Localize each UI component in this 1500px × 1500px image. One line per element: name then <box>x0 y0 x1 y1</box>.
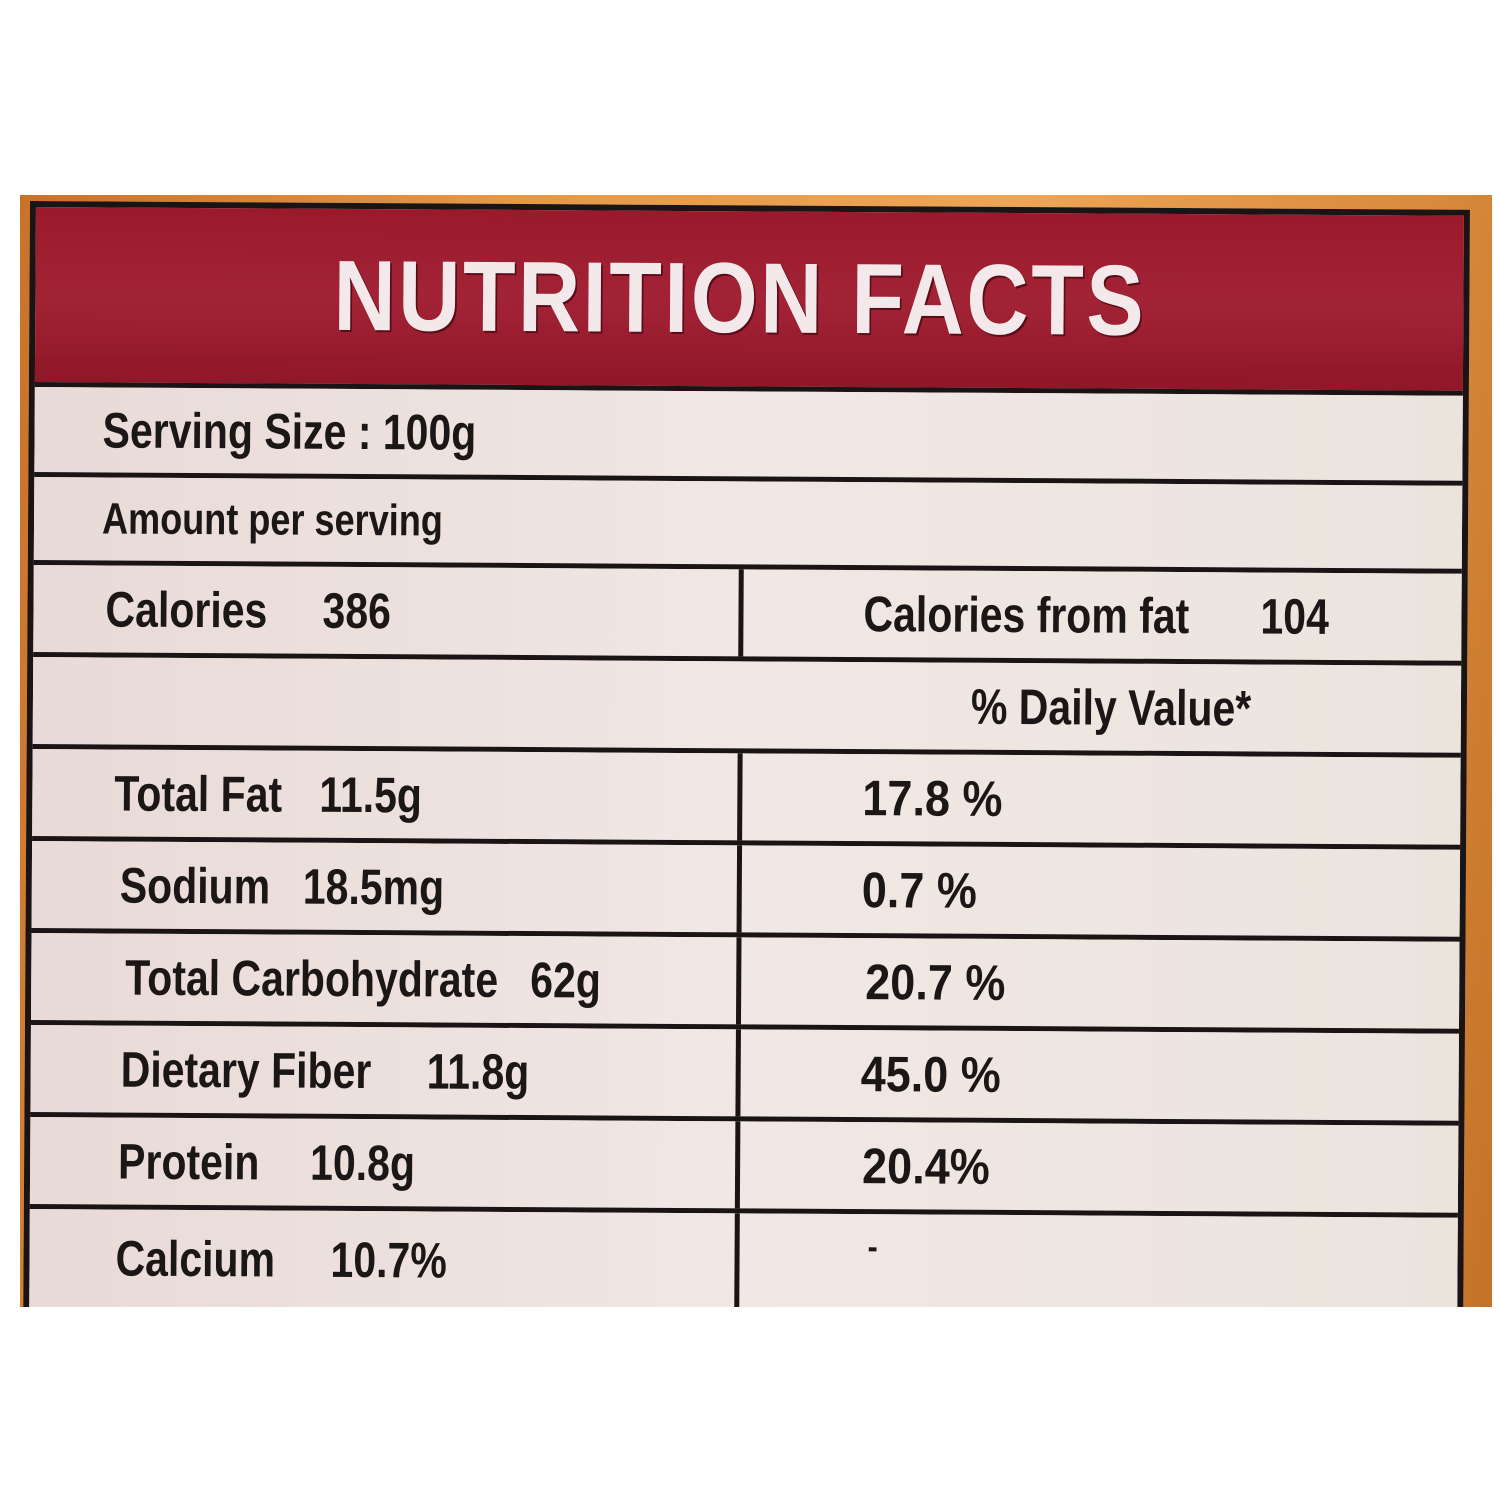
nutrient-name: Total Carbohydrate <box>125 949 499 1008</box>
nutrient-row-total-carbohydrate: Total Carbohydrate 62g 20.7 % <box>30 933 1460 1034</box>
calories-from-fat-label: Calories from fat <box>863 585 1190 644</box>
nutrition-facts-title: NUTRITION FACTS <box>332 239 1147 357</box>
column-divider <box>737 753 743 841</box>
column-divider <box>734 1213 740 1307</box>
nutrient-name: Total Fat <box>114 765 283 823</box>
column-divider <box>738 569 744 657</box>
nutrient-name: Dietary Fiber <box>120 1041 372 1099</box>
nutrient-amount: 62g <box>529 951 601 1008</box>
amount-per-serving-row: Amount per serving <box>33 477 1463 574</box>
nutrient-row-protein: Protein 10.8g 20.4% <box>29 1117 1459 1218</box>
nutrient-name: Calcium <box>115 1230 276 1288</box>
nutrition-label: NUTRITION FACTS Serving Size : 100g Amou… <box>23 201 1470 1307</box>
nutrient-daily-value: 0.7 % <box>861 861 978 919</box>
nutrient-amount: 18.5mg <box>302 858 445 916</box>
label-header: NUTRITION FACTS <box>34 207 1464 396</box>
calories-value: 386 <box>322 582 392 639</box>
daily-value-header-row: % Daily Value* <box>32 657 1462 758</box>
nutrient-amount: 11.8g <box>426 1042 530 1100</box>
nutrient-daily-value: 45.0 % <box>860 1045 1001 1103</box>
nutrient-daily-value: 17.8 % <box>862 769 1003 827</box>
calories-label: Calories <box>105 580 268 638</box>
nutrient-daily-value: - <box>867 1228 878 1267</box>
nutrient-amount: 10.7% <box>329 1231 447 1289</box>
nutrient-amount: 11.5g <box>318 766 422 823</box>
calories-from-fat-value: 104 <box>1260 588 1330 645</box>
package-photo: NUTRITION FACTS Serving Size : 100g Amou… <box>20 195 1492 1307</box>
column-divider <box>734 1121 741 1209</box>
nutrient-daily-value: 20.4% <box>861 1137 990 1195</box>
nutrient-row-sodium: Sodium 18.5mg 0.7 % <box>31 841 1461 942</box>
nutrient-name: Sodium <box>119 857 271 914</box>
nutrient-amount: 10.8g <box>310 1134 416 1191</box>
calories-row: Calories 386 Calories from fat 104 <box>33 565 1462 666</box>
column-divider <box>735 937 742 1025</box>
column-divider <box>736 845 743 933</box>
daily-value-header: % Daily Value* <box>970 678 1252 736</box>
column-divider <box>735 1029 741 1117</box>
nutrient-row-dietary-fiber: Dietary Fiber 11.8g 45.0 % <box>30 1025 1459 1126</box>
nutrient-row-calcium: Calcium 10.7% - <box>29 1209 1458 1307</box>
nutrient-row-total-fat: Total Fat 11.5g 17.8 % <box>32 749 1461 850</box>
serving-size-row: Serving Size : 100g <box>34 387 1463 486</box>
serving-size-text: Serving Size : 100g <box>102 401 477 461</box>
nutrient-daily-value: 20.7 % <box>865 953 1006 1011</box>
nutrient-name: Protein <box>117 1133 260 1190</box>
amount-per-serving-text: Amount per serving <box>101 493 444 546</box>
